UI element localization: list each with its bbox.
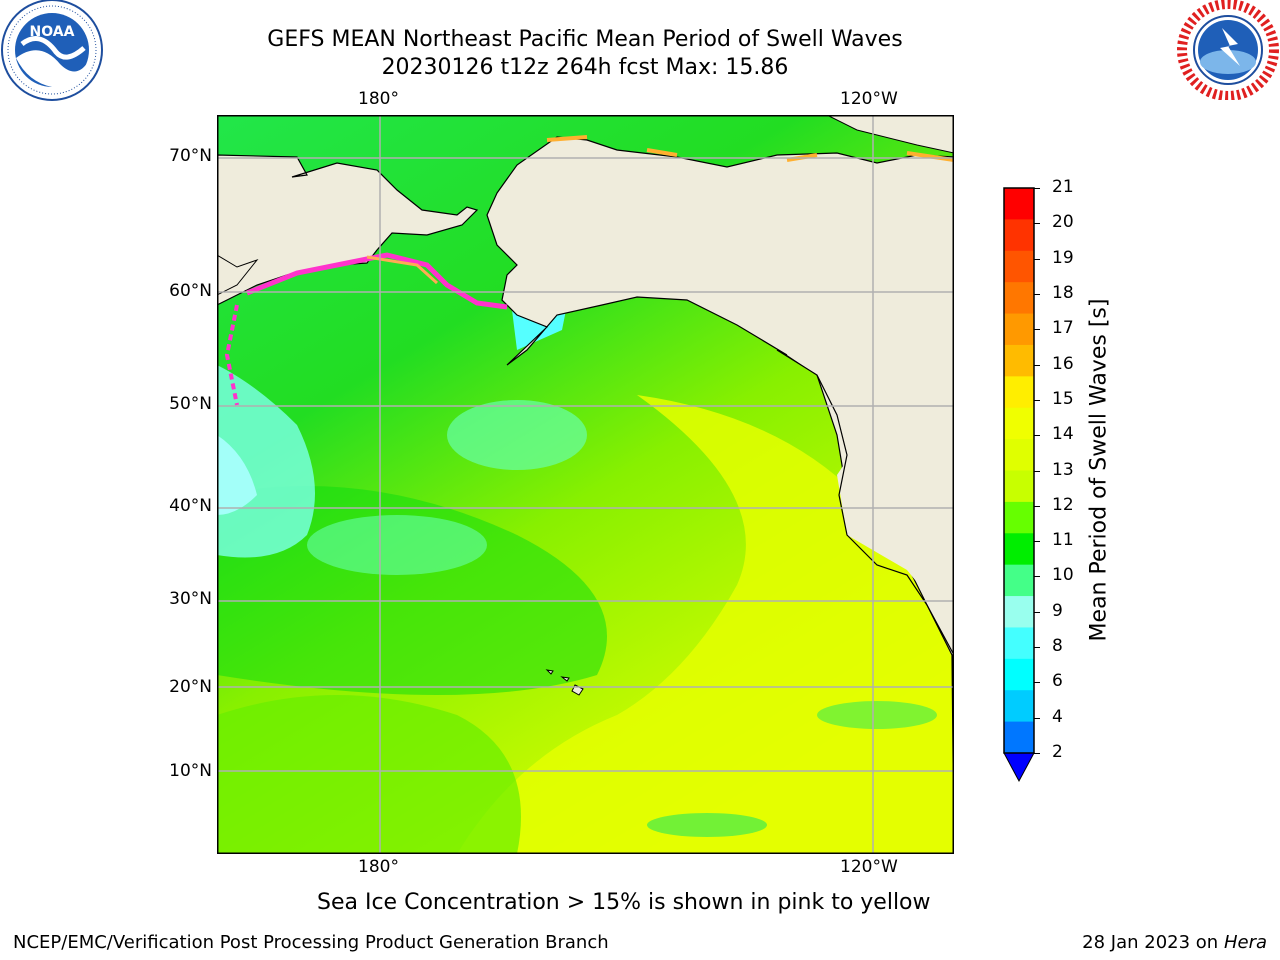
colorbar-block: [1004, 188, 1034, 220]
swell-patch-3: [647, 813, 767, 837]
chart-subtitle: 20230126 t12z 264h fcst Max: 15.86: [381, 55, 789, 80]
colorbar-block: [1004, 282, 1034, 315]
colorbar-block: [1004, 439, 1034, 471]
colorbar-tick-label: 13: [1052, 459, 1074, 480]
swell-patch-1: [447, 400, 587, 470]
colorbar-tick-mark: [1034, 223, 1040, 225]
coastline-west-coast: [776, 349, 954, 656]
colorbar-tick-label: 9: [1052, 600, 1063, 621]
lat-label-50n: 50°N: [169, 394, 212, 414]
colorbar-block: [1004, 627, 1034, 660]
footer-date: 28 Jan 2023 on: [1082, 932, 1224, 953]
colorbar-tick-label: 14: [1052, 424, 1074, 445]
colorbar-tick-label: 15: [1052, 388, 1074, 409]
land-siberia-coast: [217, 254, 259, 296]
colorbar-tick-mark: [1034, 576, 1040, 578]
land-west-coast-fill: [787, 195, 954, 655]
colorbar-tick-mark: [1034, 611, 1040, 613]
colorbar-tick-label: 16: [1052, 353, 1074, 374]
colorbar-tick-mark: [1034, 258, 1040, 260]
colorbar-tick-mark: [1034, 293, 1040, 295]
colorbar-block: [1004, 533, 1034, 566]
noaa-logo-text: NOAA: [30, 24, 75, 40]
swell-region-shortest-period: [217, 435, 257, 515]
lat-label-10n: 10°N: [169, 761, 212, 781]
colorbar-block: [1004, 313, 1034, 346]
colorbar-tick-mark: [1034, 647, 1040, 649]
chart-title: GEFS MEAN Northeast Pacific Mean Period …: [267, 27, 903, 52]
swell-region-short-period-west: [217, 365, 315, 558]
colorbar-label: Mean Period of Swell Waves [s]: [1086, 298, 1112, 642]
colorbar-tick-label: 2: [1052, 742, 1063, 762]
colorbar-block: [1004, 376, 1034, 409]
colorbar-tick-label: 21: [1052, 177, 1074, 197]
colorbar-block: [1004, 219, 1034, 252]
colorbar-tick-label: 11: [1052, 530, 1074, 551]
colorbar-block: [1004, 250, 1034, 283]
colorbar-tick-label: 4: [1052, 706, 1063, 727]
sea-ice-note: Sea Ice Concentration > 15% is shown in …: [317, 890, 931, 915]
colorbar-tick-label: 12: [1052, 494, 1074, 515]
lat-label-30n: 30°N: [169, 589, 212, 609]
lon-label-top-180: 180°: [358, 89, 399, 109]
colorbar-tick-mark: [1034, 399, 1040, 401]
colorbar-block: [1004, 721, 1034, 754]
colorbar-tick-mark: [1034, 435, 1040, 437]
land-hawaii: [545, 669, 584, 696]
colorbar-extend-arrow: [1003, 752, 1035, 783]
colorbar-tick-mark: [1034, 682, 1040, 684]
colorbar-block: [1004, 501, 1034, 534]
swell-period-map: [217, 115, 954, 854]
colorbar-block: [1004, 564, 1034, 597]
colorbar-tick-mark: [1034, 505, 1040, 507]
colorbar-block: [1004, 596, 1034, 628]
colorbar-block: [1004, 407, 1034, 440]
noaa-logo: NOAA: [1, 0, 103, 101]
colorbar-tick-label: 18: [1052, 282, 1074, 303]
footer-left: NCEP/EMC/Verification Post Processing Pr…: [13, 932, 609, 953]
colorbar-tick-label: 10: [1052, 565, 1074, 586]
lat-label-20n: 20°N: [169, 677, 212, 697]
swell-region-long-period: [457, 395, 954, 854]
lat-label-40n: 40°N: [169, 496, 212, 516]
colorbar-tick-mark: [1034, 753, 1040, 754]
colorbar-block: [1004, 344, 1034, 377]
sea-ice-edge-orange: [366, 255, 439, 285]
lat-label-60n: 60°N: [169, 281, 212, 301]
nws-logo: [1177, 0, 1279, 100]
colorbar-tick-label: 19: [1052, 247, 1074, 268]
colorbar-tick-label: 17: [1052, 318, 1074, 339]
lon-label-bottom-180: 180°: [358, 857, 399, 877]
colorbar-block: [1004, 658, 1034, 691]
colorbar-tick-label: 6: [1052, 671, 1063, 692]
sea-ice-edge-arctic: [546, 135, 954, 162]
lat-label-70n: 70°N: [169, 146, 212, 166]
colorbar-tick-label: 20: [1052, 212, 1074, 233]
colorbar-tick-mark: [1034, 364, 1040, 366]
swell-region-mid-period: [217, 695, 521, 854]
footer-host: Hera: [1223, 932, 1267, 953]
colorbar-block: [1004, 470, 1034, 503]
swell-patch-4: [817, 701, 937, 729]
colorbar-block: [1004, 690, 1034, 723]
colorbar: [1003, 187, 1035, 783]
colorbar-tick-mark: [1034, 717, 1040, 719]
colorbar-tick-mark: [1034, 188, 1040, 189]
colorbar-tick-mark: [1034, 329, 1040, 331]
sea-ice-edge-bering: [246, 252, 508, 310]
lon-label-top-120w: 120°W: [840, 89, 898, 109]
colorbar-tick-label: 8: [1052, 636, 1063, 657]
colorbar-tick-mark: [1034, 470, 1040, 472]
colorbar-tick-mark: [1034, 541, 1040, 543]
lon-label-bottom-120w: 120°W: [840, 857, 898, 877]
map-frame: [217, 115, 954, 854]
sea-ice-edge-west: [224, 304, 239, 406]
graticule: [217, 115, 954, 854]
swell-patch-2: [307, 515, 487, 575]
footer-right: 28 Jan 2023 on Hera: [1082, 932, 1267, 953]
land-arctic-islands: [826, 115, 954, 154]
